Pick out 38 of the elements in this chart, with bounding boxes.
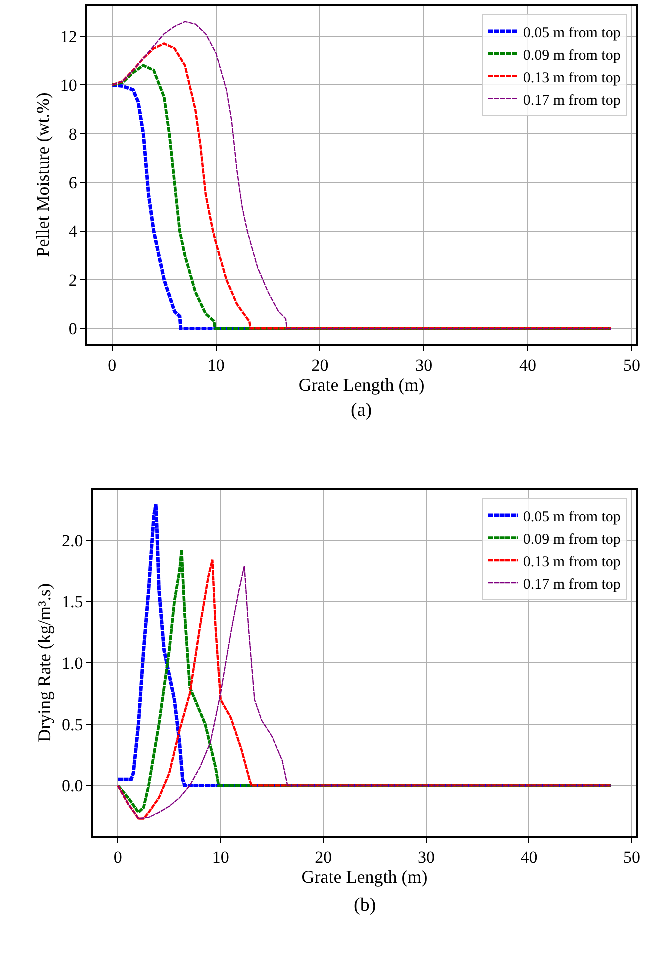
y-tick-label: 6 [68,174,78,192]
y-tick-label: 10 [60,76,78,96]
legend-label: 0.05 m from top [523,25,621,42]
legend-label: 0.09 m from top [523,48,621,64]
x-tick-label: 20 [312,356,329,376]
legend-label: 0.17 m from top [523,576,621,593]
x-axis-title: Grate Length (m) [298,375,425,396]
y-tick-label: 1.0 [62,654,84,673]
x-tick-label: 30 [418,848,435,868]
x-tick-label: 10 [208,356,225,376]
x-tick-label: 20 [315,848,332,868]
legend-label: 0.13 m from top [523,554,621,570]
y-tick-label: 4 [68,222,78,242]
y-tick-label: 0.0 [62,776,84,796]
x-tick-label: 0 [108,356,117,376]
y-axis-title: Pellet Moisture (wt.%) [33,92,54,258]
x-tick-label: 30 [416,356,433,376]
y-axis-title: Drying Rate (kg/m³.s) [34,584,55,742]
x-axis-title: Grate Length (m) [302,867,428,888]
y-tick-label: 2.0 [62,531,84,550]
y-tick-label: 0 [68,320,78,339]
y-tick-label: 0.5 [62,715,84,734]
x-tick-label: 40 [520,848,538,868]
x-tick-label: 0 [114,848,122,868]
y-tick-label: 1.5 [62,592,84,612]
legend-label: 0.05 m from top [523,509,621,526]
legend-label: 0.17 m from top [523,92,621,109]
y-tick-label: 8 [68,124,78,144]
y-tick-label: 12 [60,27,78,46]
x-tick-label: 40 [520,356,537,376]
y-tick-label: 2 [68,270,78,290]
x-tick-label: 50 [623,356,640,376]
legend-label: 0.13 m from top [523,70,621,86]
text: (b) [354,895,376,916]
x-tick-label: 50 [624,848,641,868]
x-tick-label: 10 [212,848,230,868]
text: (a) [351,400,372,421]
legend-label: 0.09 m from top [523,532,621,548]
